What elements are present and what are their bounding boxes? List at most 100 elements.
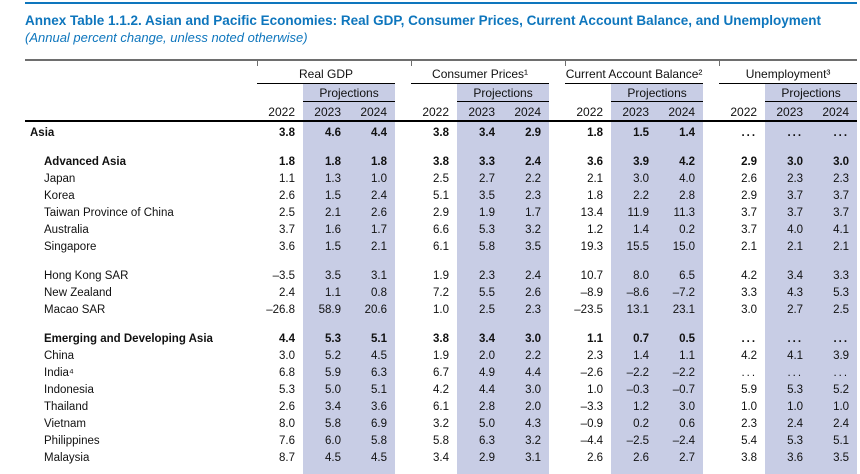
projections-label: Projections bbox=[303, 83, 396, 102]
economy-name: Vietnam bbox=[44, 418, 86, 430]
group-header-row: Real GDP Consumer Prices¹ Current Accoun… bbox=[25, 60, 858, 84]
projections-label: Projections bbox=[611, 83, 704, 102]
value-cell: 3.6 bbox=[587, 156, 604, 168]
value-cell: 5.0 bbox=[457, 413, 504, 430]
year-header: 2023 bbox=[611, 101, 658, 122]
value-cell: 3.0 bbox=[765, 139, 812, 168]
table-row: India⁴ 6.8 5.9 6.3 6.7 4.9 4.4 –2.6 –2.2 –2.2....… bbox=[25, 362, 858, 379]
value-cell: 1.5 bbox=[303, 185, 349, 202]
column-gap bbox=[549, 316, 565, 345]
value-cell: 3.1 bbox=[503, 447, 550, 464]
economy-name: Korea bbox=[44, 190, 75, 202]
value-cell: 3.7 bbox=[765, 185, 812, 202]
value-cell: ... bbox=[741, 127, 758, 139]
value-cell: 1.4 bbox=[657, 121, 704, 139]
column-gap bbox=[549, 447, 565, 464]
value-cell: 4.2 bbox=[433, 384, 450, 396]
value-cell: 6.1 bbox=[433, 241, 450, 253]
value-cell: 7.6 bbox=[279, 435, 295, 447]
column-gap bbox=[703, 219, 719, 236]
value-cell: 3.4 bbox=[765, 253, 812, 282]
value-cell: 2.9 bbox=[741, 190, 758, 202]
table-row: Malaysia 8.7 4.5 4.5 3.4 2.9 3.1 2.6 2.6 2.7 3.8 3.… bbox=[25, 447, 858, 464]
column-gap bbox=[703, 430, 719, 447]
value-cell: 2.0 bbox=[457, 345, 504, 362]
value-cell: 2.2 bbox=[611, 185, 658, 202]
table-row: Macao SAR –26.8 58.9 20.6 1.0 2.5 2.3 –23.5 13.1… bbox=[25, 299, 858, 316]
value-cell: –3.5 bbox=[272, 270, 295, 282]
value-cell: 1.2 bbox=[611, 396, 658, 413]
column-gap bbox=[703, 84, 719, 102]
value-cell: 1.4 bbox=[611, 219, 658, 236]
economy-name: Macao SAR bbox=[44, 304, 106, 316]
year-header: 2023 bbox=[765, 101, 812, 122]
value-cell: 2.9 bbox=[433, 207, 450, 219]
value-cell: 2.2 bbox=[503, 168, 550, 185]
value-cell: 1.0 bbox=[349, 168, 396, 185]
economy-name: Japan bbox=[44, 173, 76, 185]
value-cell: 3.0 bbox=[811, 139, 858, 168]
group-label-current-account: Current Account Balance² bbox=[565, 60, 704, 84]
value-cell: 3.5 bbox=[457, 185, 504, 202]
column-gap bbox=[703, 447, 719, 464]
table-tail-spacer bbox=[25, 464, 858, 474]
table-row: Advanced Asia 1.8 1.8 1.8 3.8 3.3 2.4 3.6 3.9 4.2… bbox=[25, 139, 858, 168]
value-cell: –2.5 bbox=[611, 430, 658, 447]
column-gap bbox=[703, 121, 719, 139]
value-cell: 2.1 bbox=[811, 236, 858, 253]
cell-spacer bbox=[303, 464, 349, 474]
value-cell: 1.8 bbox=[587, 190, 604, 202]
value-cell: 2.6 bbox=[503, 282, 550, 299]
column-gap bbox=[395, 282, 411, 299]
group-label-real-gdp: Real GDP bbox=[257, 60, 396, 84]
value-cell: 4.2 bbox=[657, 139, 704, 168]
economy-name: Philippines bbox=[44, 435, 100, 447]
economy-name: Hong Kong SAR bbox=[44, 270, 129, 282]
column-gap bbox=[703, 60, 719, 84]
value-cell: 3.6 bbox=[765, 447, 812, 464]
table-row: Philippines 7.6 6.0 5.8 5.8 6.3 3.2 –4.4 –2.5 –2.… bbox=[25, 430, 858, 447]
value-cell: 5.3 bbox=[765, 430, 812, 447]
column-gap bbox=[549, 430, 565, 447]
economy-name: Taiwan Province of China bbox=[44, 207, 174, 219]
column-gap bbox=[549, 185, 565, 202]
year-header: 2022 bbox=[411, 101, 458, 122]
value-cell: 6.8 bbox=[279, 367, 295, 379]
value-cell: 2.4 bbox=[279, 287, 295, 299]
value-cell: 1.4 bbox=[611, 345, 658, 362]
column-gap bbox=[395, 316, 411, 345]
value-cell: 6.7 bbox=[433, 367, 450, 379]
value-cell: 3.4 bbox=[303, 396, 349, 413]
column-gap bbox=[549, 101, 566, 122]
economy-name: Asia bbox=[30, 127, 55, 139]
group-label-unemployment: Unemployment³ bbox=[719, 60, 858, 84]
year-header: 2022 bbox=[565, 101, 612, 122]
value-cell: 2.9 bbox=[741, 156, 758, 168]
value-cell: 4.4 bbox=[457, 379, 504, 396]
value-cell: 2.3 bbox=[765, 168, 812, 185]
value-cell: 1.8 bbox=[349, 139, 396, 168]
cell-spacer bbox=[257, 84, 303, 102]
value-cell: 2.6 bbox=[741, 173, 758, 185]
value-cell: 3.0 bbox=[657, 396, 704, 413]
value-cell: –2.2 bbox=[657, 362, 704, 379]
value-cell: 3.3 bbox=[457, 139, 504, 168]
value-cell: ... bbox=[765, 121, 812, 139]
value-cell: 1.9 bbox=[433, 350, 450, 362]
table-subtitle: (Annual percent change, unless noted oth… bbox=[25, 30, 308, 45]
value-cell: 3.3 bbox=[811, 253, 858, 282]
value-cell: 8.7 bbox=[279, 452, 295, 464]
value-cell: 4.2 bbox=[741, 350, 758, 362]
economy-name: Thailand bbox=[44, 401, 89, 413]
value-cell: 4.0 bbox=[765, 219, 812, 236]
value-cell: 2.4 bbox=[811, 413, 858, 430]
value-cell: 0.8 bbox=[349, 282, 396, 299]
year-header: 2022 bbox=[719, 101, 766, 122]
cell-spacer bbox=[565, 84, 611, 102]
projections-label: Projections bbox=[765, 83, 858, 102]
column-gap bbox=[549, 60, 565, 84]
years-header-row: 2022 2023 2024 2022 2023 2024 2022 2023 … bbox=[25, 101, 858, 122]
cell-spacer bbox=[611, 464, 658, 474]
value-cell: 3.7 bbox=[741, 207, 758, 219]
